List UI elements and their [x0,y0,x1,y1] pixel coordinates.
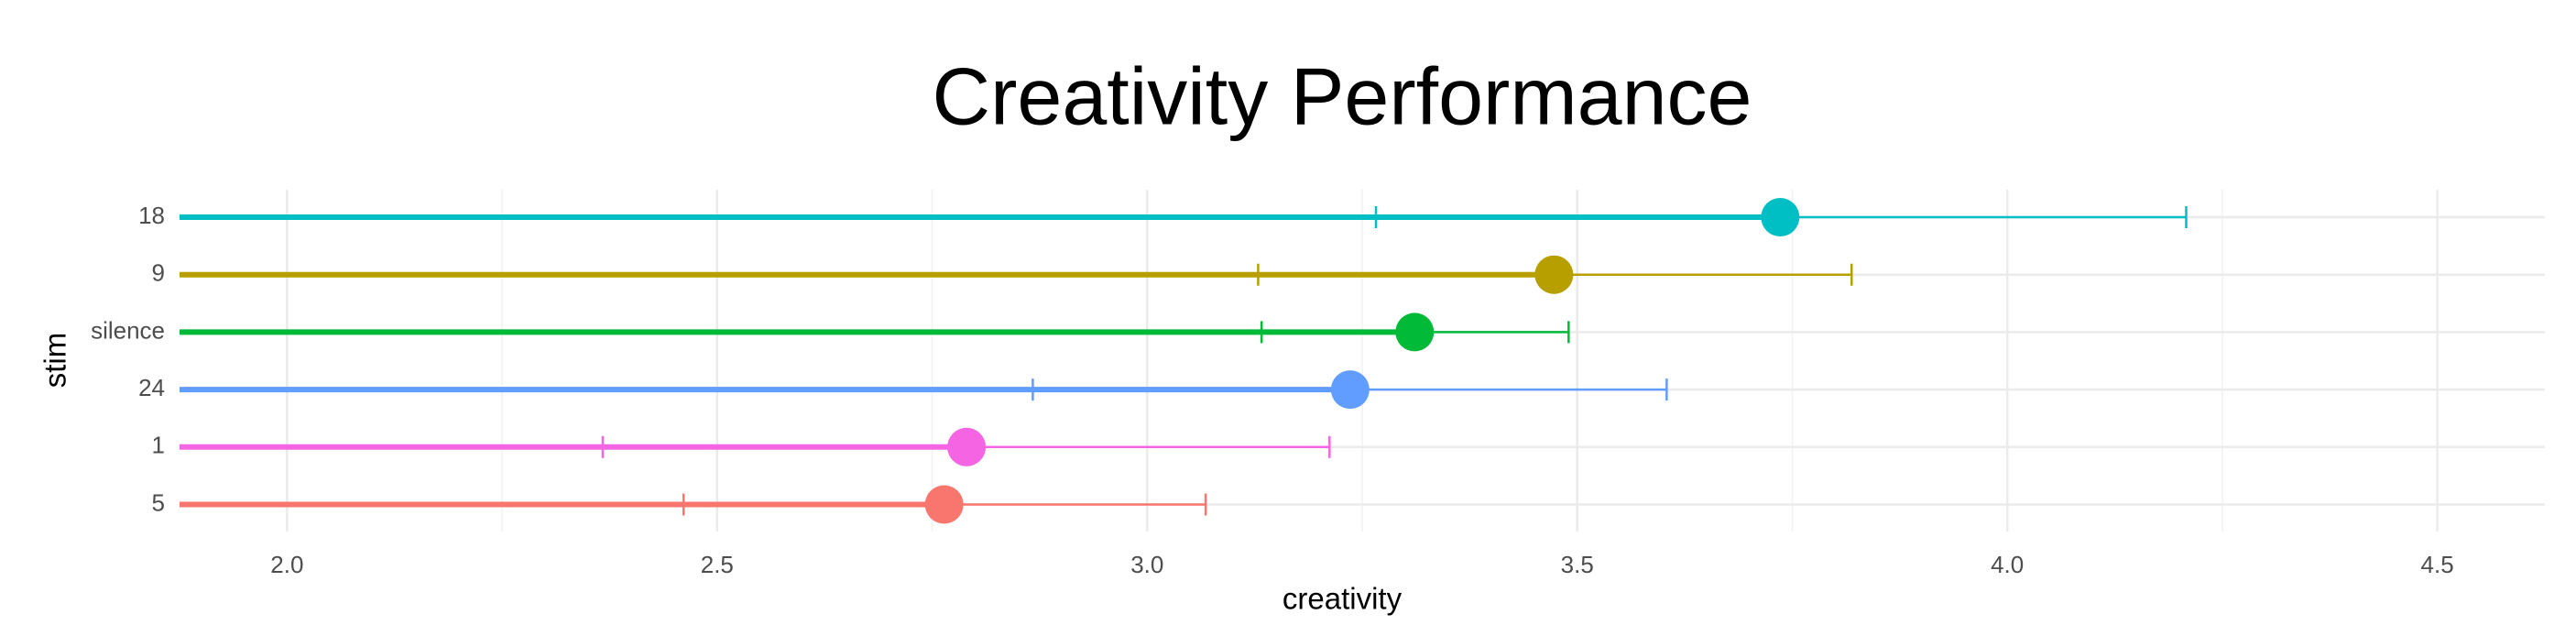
x-tick-label: 4.0 [1991,551,2024,578]
point [1534,255,1574,294]
y-tick-label: 1 [152,432,165,459]
point [1761,198,1800,236]
x-axis-label: creativity [1283,582,1403,616]
x-tick-label: 2.5 [701,551,734,578]
y-tick-label: 24 [138,374,165,401]
y-axis-label: stim [38,333,72,389]
chart-title: Creativity Performance [933,50,1752,141]
x-tick-label: 3.0 [1130,551,1163,578]
point [924,485,964,524]
point [947,427,987,466]
y-tick-label: 18 [138,202,165,229]
x-tick-label: 2.0 [270,551,303,578]
x-tick-label: 4.5 [2421,551,2454,578]
y-tick-label: 9 [152,259,165,287]
x-tick-label: 3.5 [1561,551,1594,578]
point [1395,312,1435,352]
point [1330,370,1370,410]
y-tick-label: 5 [152,488,165,516]
y-tick-label: silence [91,316,165,344]
